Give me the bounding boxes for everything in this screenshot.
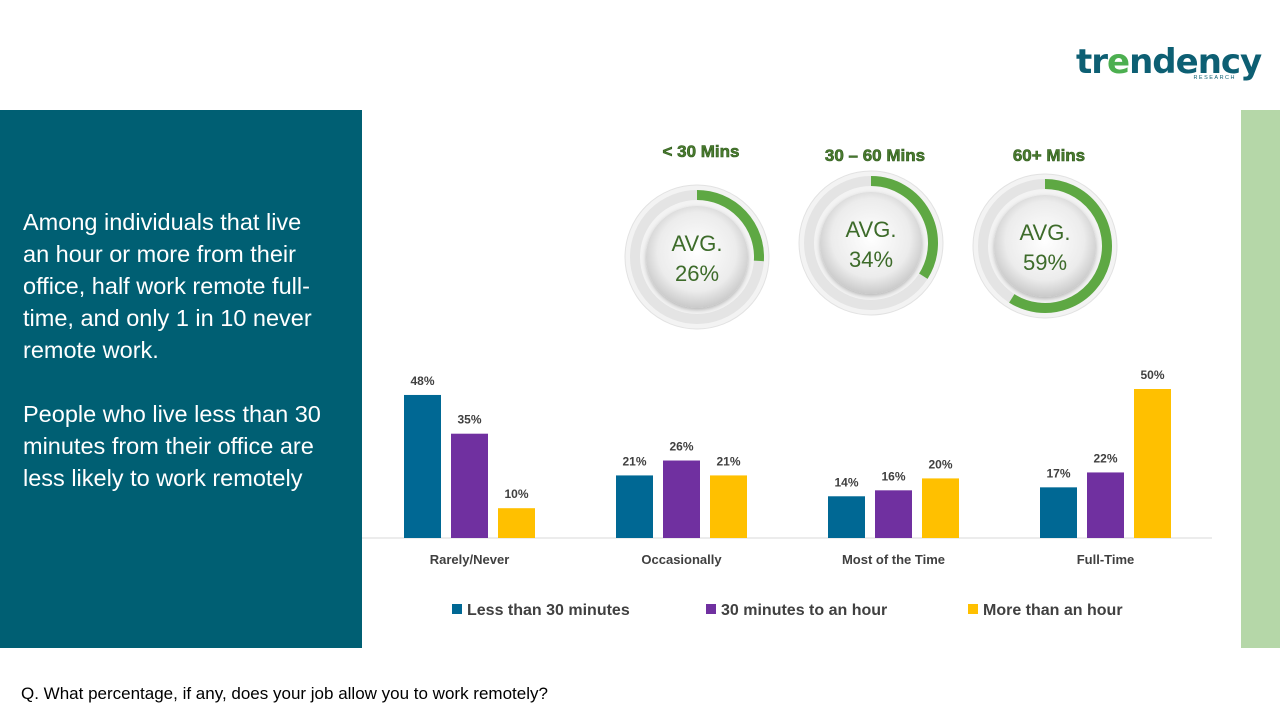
bar xyxy=(875,490,912,538)
bar-data-label: 22% xyxy=(1093,451,1117,465)
bar xyxy=(922,478,959,538)
bar-data-label: 35% xyxy=(457,413,481,427)
category-label: Occasionally xyxy=(641,552,722,567)
donut-center xyxy=(646,206,748,308)
logo-suffix: ndency xyxy=(1129,42,1262,82)
bar-data-label: 14% xyxy=(834,475,858,489)
category-label: Rarely/Never xyxy=(430,552,510,567)
logo-subtitle: RESEARCH xyxy=(1193,75,1236,81)
donut-avg-label: AVG. xyxy=(672,231,723,256)
trendency-logo: trendency RESEARCH xyxy=(1076,42,1262,86)
chart-legend: Less than 30 minutes 30 minutes to an hou… xyxy=(452,602,1123,619)
bar-data-label: 17% xyxy=(1046,466,1070,480)
legend-swatch xyxy=(706,604,716,614)
bar-data-label: 50% xyxy=(1140,368,1164,382)
donut-gauge: 30 – 60 Mins AVG. 34% xyxy=(798,146,944,316)
donut-center xyxy=(994,195,1096,297)
legend-label: Less than 30 minutes xyxy=(467,602,630,619)
legend-item: 30 minutes to an hour xyxy=(706,602,887,619)
insight-paragraph-2: People who live less than 30 minutes fro… xyxy=(23,401,321,491)
logo-wordmark: trendency xyxy=(1076,42,1262,82)
legend-item: More than an hour xyxy=(968,602,1123,619)
donut-gauge: < 30 Mins AVG. 26% xyxy=(624,142,770,330)
donut-value-arc xyxy=(696,190,764,262)
survey-question: Q. What percentage, if any, does your jo… xyxy=(21,684,548,703)
bar xyxy=(498,508,535,538)
donut-avg-value: 34% xyxy=(849,247,893,272)
bar xyxy=(1087,472,1124,538)
bar xyxy=(710,475,747,538)
legend-item: Less than 30 minutes xyxy=(452,602,630,619)
legend-label: More than an hour xyxy=(983,602,1123,619)
category-label: Most of the Time xyxy=(842,552,945,567)
category-label: Full-Time xyxy=(1077,552,1135,567)
bar-data-label: 21% xyxy=(622,454,646,468)
bar xyxy=(663,460,700,538)
bar-data-label: 20% xyxy=(928,457,952,471)
bar xyxy=(616,475,653,538)
insight-panel: Among individuals that live an hour or m… xyxy=(0,110,362,648)
bar-data-label: 48% xyxy=(410,374,434,388)
donut-value-arc xyxy=(1009,179,1112,313)
donut-title: < 30 Mins xyxy=(662,142,739,161)
legend-swatch xyxy=(968,604,978,614)
bar-data-label: 10% xyxy=(504,487,528,501)
insight-text: Among individuals that live an hour or m… xyxy=(23,206,323,494)
bar xyxy=(828,496,865,538)
legend-swatch xyxy=(452,604,462,614)
bar-data-label: 26% xyxy=(669,440,693,454)
bar xyxy=(404,394,441,538)
bar-data-label: 16% xyxy=(881,469,905,483)
donut-avg-value: 26% xyxy=(675,261,719,286)
insight-paragraph-1: Among individuals that live an hour or m… xyxy=(23,209,312,363)
logo-middle: e xyxy=(1107,42,1130,82)
legend-label: 30 minutes to an hour xyxy=(721,602,887,619)
donut-group: < 30 Mins AVG. 26% 30 – 60 Mins AVG. 34% 60+ M… xyxy=(624,142,1118,330)
bar xyxy=(451,433,488,538)
bar-chart: 48% 35% 10% Rarely/Never 21% 26% 21% Occasional… xyxy=(362,368,1212,567)
bar-data-label: 21% xyxy=(716,454,740,468)
donut-avg-label: AVG. xyxy=(1020,220,1071,245)
donut-gauge: 60+ Mins AVG. 59% xyxy=(972,146,1118,319)
bar xyxy=(1040,487,1077,538)
donut-title: 30 – 60 Mins xyxy=(825,146,925,165)
donut-avg-value: 59% xyxy=(1023,250,1067,275)
donut-title: 60+ Mins xyxy=(1013,146,1085,165)
logo-prefix: tr xyxy=(1076,42,1108,82)
donut-avg-label: AVG. xyxy=(846,217,897,242)
donut-center xyxy=(820,192,922,294)
bar xyxy=(1134,389,1171,538)
accent-strip xyxy=(1241,110,1280,648)
donut-value-arc xyxy=(870,176,938,279)
